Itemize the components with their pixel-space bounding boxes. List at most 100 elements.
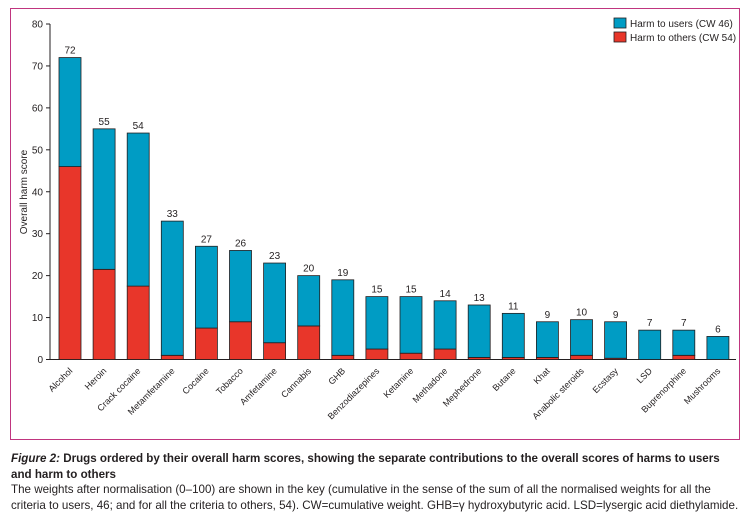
- y-tick-label: 80: [32, 20, 44, 31]
- bar-segment-users: [263, 262, 287, 344]
- bar-segment-others: [58, 166, 82, 360]
- x-tick-label: Heroin: [83, 366, 109, 392]
- bar-group: 14: [433, 289, 457, 360]
- y-tick-label: 70: [32, 61, 44, 72]
- bar-group: 19: [331, 268, 355, 360]
- bar-total-label: 19: [337, 268, 349, 279]
- bar-segment-others: [399, 352, 423, 360]
- bar-segment-users: [433, 300, 457, 350]
- bar-group: 6: [706, 324, 730, 360]
- bar-total-label: 7: [681, 318, 687, 329]
- bar-segment-others: [160, 354, 184, 360]
- bar-group: 26: [229, 238, 252, 360]
- bar-total-label: 55: [99, 117, 111, 128]
- bar-total-label: 15: [405, 285, 417, 296]
- bar-total-label: 9: [545, 310, 551, 321]
- bar-segment-others: [263, 342, 287, 360]
- bar-group: 23: [263, 251, 287, 360]
- bar-total-label: 7: [647, 318, 653, 329]
- legend-label-others: Harm to others (CW 54): [630, 33, 736, 44]
- bar-segment-others: [194, 327, 218, 360]
- bar-segment-users: [92, 128, 116, 270]
- bar-segment-users: [229, 250, 252, 323]
- y-tick-label: 10: [32, 313, 44, 324]
- y-tick-label: 50: [32, 145, 44, 156]
- bar-segment-others: [570, 354, 593, 360]
- x-tick-label: Tobacco: [214, 366, 245, 397]
- bar-segment-others: [433, 348, 457, 360]
- bars: 72 55 54 33 27 26 23 20 19 15 15 14 13 11 9 10 9 7 7 6: [58, 46, 730, 360]
- y-tick-label: 0: [37, 355, 43, 366]
- bar-segment-users: [194, 245, 218, 329]
- bar-total-label: 20: [303, 264, 315, 275]
- x-tick-label: Ecstasy: [591, 365, 621, 395]
- x-tick-label: Khat: [532, 365, 553, 386]
- bar-total-label: 26: [235, 238, 247, 249]
- bar-segment-users: [501, 312, 525, 358]
- bar-group: 9: [604, 310, 627, 360]
- y-tick-label: 40: [32, 187, 44, 198]
- bar-group: 10: [570, 308, 593, 360]
- legend-swatch-users: [613, 17, 627, 29]
- bar-segment-others: [672, 354, 696, 360]
- x-tick-label: GHB: [326, 366, 347, 387]
- bar-group: 20: [297, 264, 321, 360]
- bar-segment-users: [672, 329, 696, 356]
- bar-total-label: 27: [201, 234, 213, 245]
- figure-caption: Figure 2: Drugs ordered by their overall…: [11, 451, 739, 513]
- caption-body: The weights after normalisation (0–100) …: [11, 483, 739, 512]
- bar-segment-users: [536, 321, 559, 358]
- bar-total-label: 54: [133, 121, 145, 132]
- figure-label: Figure 2:: [11, 452, 60, 465]
- bar-total-label: 11: [508, 301, 519, 312]
- bar-segment-users: [706, 336, 730, 360]
- bar-group: 11: [501, 301, 525, 360]
- bar-group: 55: [92, 117, 116, 360]
- y-tick-label: 20: [32, 271, 44, 282]
- bar-group: 33: [160, 209, 184, 360]
- bar-group: 7: [672, 318, 696, 360]
- bar-segment-users: [331, 279, 355, 356]
- bar-group: 13: [467, 293, 491, 360]
- x-tick-label: Mushrooms: [682, 365, 723, 406]
- bar-total-label: 33: [167, 209, 179, 220]
- legend-swatch-others: [613, 31, 627, 43]
- legend: Harm to users (CW 46) Harm to others (CW…: [613, 17, 736, 44]
- bar-total-label: 14: [440, 289, 452, 300]
- bar-group: 27: [194, 234, 218, 360]
- bar-group: 72: [58, 46, 82, 360]
- bar-segment-users: [365, 296, 389, 350]
- bar-total-label: 23: [269, 251, 281, 262]
- bar-group: 54: [126, 121, 150, 360]
- bar-total-label: 9: [613, 310, 619, 321]
- bar-group: 15: [365, 285, 389, 360]
- bar-total-label: 10: [576, 308, 588, 319]
- bar-group: 9: [536, 310, 559, 360]
- figure-frame: [10, 8, 740, 440]
- bar-total-label: 13: [474, 293, 486, 304]
- y-tick-label: 30: [32, 229, 44, 240]
- bar-segment-users: [467, 304, 491, 358]
- bar-segment-users: [126, 132, 150, 287]
- bar-total-label: 72: [64, 46, 76, 57]
- bar-segment-users: [399, 296, 423, 354]
- caption-heading: Drugs ordered by their overall harm scor…: [11, 452, 720, 481]
- bar-segment-users: [58, 57, 82, 167]
- y-axis-label: Overall harm score: [19, 149, 30, 234]
- bar-segment-others: [365, 348, 389, 360]
- bar-group: 7: [638, 318, 662, 360]
- x-tick-label: Ketamine: [381, 366, 415, 400]
- bar-segment-others: [297, 325, 321, 360]
- bar-segment-others: [126, 285, 150, 360]
- x-tick-label: Alcohol: [46, 366, 74, 394]
- x-tick-label: Cannabis: [279, 365, 313, 399]
- bar-segment-others: [92, 268, 116, 360]
- x-tick-label: Amfetamine: [238, 366, 279, 407]
- bar-segment-users: [638, 329, 662, 360]
- bar-total-label: 15: [371, 285, 383, 296]
- legend-label-users: Harm to users (CW 46): [630, 19, 733, 30]
- bar-group: 15: [399, 285, 423, 360]
- x-tick-label: Cocaine: [180, 366, 210, 396]
- x-tick-label: LSD: [635, 365, 655, 385]
